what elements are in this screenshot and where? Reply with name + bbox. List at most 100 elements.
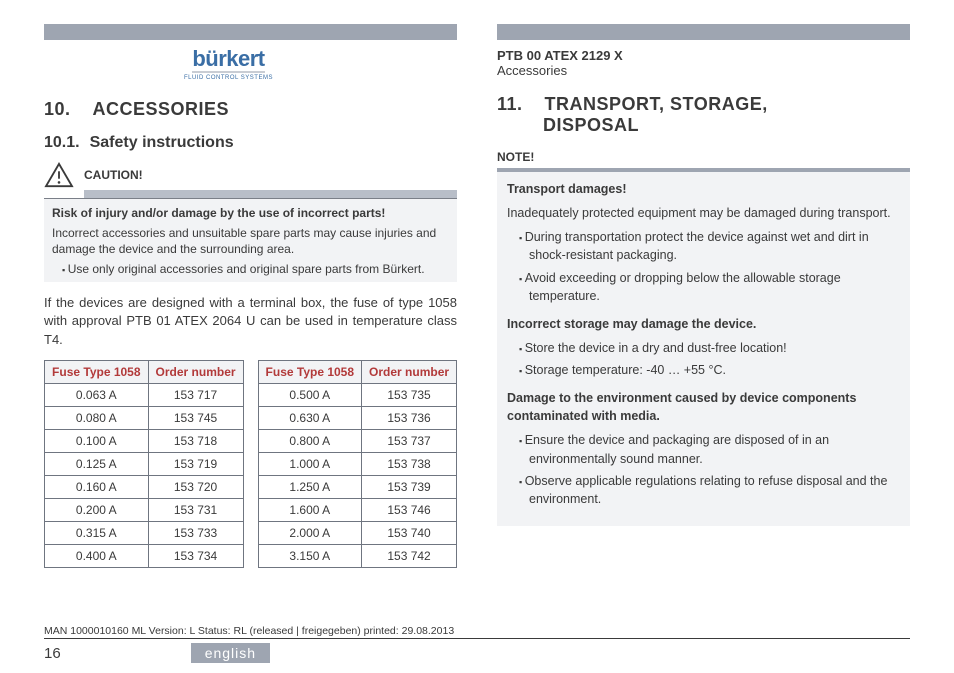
table-row: 0.400 A153 734 <box>45 545 244 568</box>
table-row: 1.250 A153 739 <box>258 476 457 499</box>
table-cell: 153 731 <box>148 499 243 522</box>
left-header-row: bürkert FLUID CONTROL SYSTEMS <box>44 48 457 81</box>
list-item: Observe applicable regulations relating … <box>519 472 900 508</box>
table-cell: 153 717 <box>148 384 243 407</box>
table-cell: 153 737 <box>362 430 457 453</box>
table-cell: 0.160 A <box>45 476 149 499</box>
caution-header: CAUTION! <box>44 162 457 188</box>
storage-title: Incorrect storage may damage the device. <box>507 315 900 333</box>
caution-label: CAUTION! <box>84 168 143 182</box>
brand-tagline: FLUID CONTROL SYSTEMS <box>184 75 273 81</box>
table-row: 1.600 A153 746 <box>258 499 457 522</box>
table-a-header-1: Fuse Type 1058 <box>45 361 149 384</box>
doc-section: Accessories <box>497 63 910 78</box>
table-row: 0.063 A153 717 <box>45 384 244 407</box>
transport-damages-title: Transport damages! <box>507 180 900 198</box>
table-cell: 2.000 A <box>258 522 362 545</box>
list-item: During transportation protect the device… <box>519 228 900 264</box>
section-10-heading: 10. ACCESSORIES <box>44 99 457 120</box>
list-item: Avoid exceeding or dropping below the al… <box>519 269 900 305</box>
fuse-table-a: Fuse Type 1058 Order number 0.063 A153 7… <box>44 360 244 568</box>
table-cell: 153 739 <box>362 476 457 499</box>
section-10-1-heading: 10.1. Safety instructions <box>44 134 457 152</box>
table-cell: 3.150 A <box>258 545 362 568</box>
table-row: 3.150 A153 742 <box>258 545 457 568</box>
page-footer: MAN 1000010160 ML Version: L Status: RL … <box>44 625 910 663</box>
list-item: Store the device in a dry and dust-free … <box>519 339 900 357</box>
left-column: bürkert FLUID CONTROL SYSTEMS 10. ACCESSO… <box>44 24 457 568</box>
environment-title: Damage to the environment caused by devi… <box>507 389 900 425</box>
table-cell: 153 720 <box>148 476 243 499</box>
table-cell: 153 735 <box>362 384 457 407</box>
section-10-1-title: Safety instructions <box>90 134 234 151</box>
doc-id: PTB 00 ATEX 2129 X <box>497 48 910 63</box>
table-row: 0.315 A153 733 <box>45 522 244 545</box>
table-b-header-2: Order number <box>362 361 457 384</box>
section-10-1-number: 10.1. <box>44 134 80 151</box>
caution-item: Use only original accessories and origin… <box>62 262 449 276</box>
table-row: 0.630 A153 736 <box>258 407 457 430</box>
caution-stripe <box>84 190 457 198</box>
table-cell: 0.800 A <box>258 430 362 453</box>
section-11-number: 11. <box>497 94 523 114</box>
warning-icon <box>44 162 74 188</box>
section-10-number: 10. <box>44 99 71 119</box>
table-cell: 0.080 A <box>45 407 149 430</box>
table-row: 1.000 A153 738 <box>258 453 457 476</box>
table-cell: 153 738 <box>362 453 457 476</box>
table-cell: 0.200 A <box>45 499 149 522</box>
brand-name: bürkert <box>192 48 264 73</box>
table-row: 0.100 A153 718 <box>45 430 244 453</box>
section-10-title: ACCESSORIES <box>93 99 230 119</box>
table-cell: 1.600 A <box>258 499 362 522</box>
table-row: 0.080 A153 745 <box>45 407 244 430</box>
table-cell: 1.250 A <box>258 476 362 499</box>
table-cell: 0.125 A <box>45 453 149 476</box>
list-item: Storage temperature: -40 … +55 °C. <box>519 361 900 379</box>
table-cell: 153 734 <box>148 545 243 568</box>
table-row: 0.200 A153 731 <box>45 499 244 522</box>
section-11-title-line1: TRANSPORT, STORAGE, <box>545 94 768 114</box>
footer-meta: MAN 1000010160 ML Version: L Status: RL … <box>44 625 910 639</box>
caution-box: Risk of injury and/or damage by the use … <box>44 198 457 282</box>
table-cell: 153 746 <box>362 499 457 522</box>
table-cell: 0.400 A <box>45 545 149 568</box>
fuse-table-b: Fuse Type 1058 Order number 0.500 A153 7… <box>258 360 458 568</box>
table-cell: 153 740 <box>362 522 457 545</box>
table-cell: 0.315 A <box>45 522 149 545</box>
brand-logo: bürkert FLUID CONTROL SYSTEMS <box>184 48 273 81</box>
table-row: 0.800 A153 737 <box>258 430 457 453</box>
doc-header: PTB 00 ATEX 2129 X Accessories <box>497 48 910 78</box>
table-row: 0.125 A153 719 <box>45 453 244 476</box>
table-cell: 153 736 <box>362 407 457 430</box>
table-a-header-2: Order number <box>148 361 243 384</box>
right-header-bar <box>497 24 910 40</box>
table-cell: 153 742 <box>362 545 457 568</box>
note-label: NOTE! <box>497 150 910 164</box>
table-cell: 153 733 <box>148 522 243 545</box>
table-row: 2.000 A153 740 <box>258 522 457 545</box>
table-cell: 1.000 A <box>258 453 362 476</box>
language-pill: english <box>191 643 270 663</box>
intro-paragraph: If the devices are designed with a termi… <box>44 294 457 351</box>
section-11-heading: 11. TRANSPORT, STORAGE, DISPOSAL <box>497 94 910 136</box>
page-number: 16 <box>44 645 61 662</box>
table-cell: 0.500 A <box>258 384 362 407</box>
transport-damages-body: Inadequately protected equipment may be … <box>507 204 900 222</box>
table-cell: 0.063 A <box>45 384 149 407</box>
table-cell: 153 718 <box>148 430 243 453</box>
section-11-title-line2: DISPOSAL <box>543 115 639 135</box>
table-cell: 0.100 A <box>45 430 149 453</box>
table-row: 0.160 A153 720 <box>45 476 244 499</box>
right-column: PTB 00 ATEX 2129 X Accessories 11. TRANSP… <box>497 24 910 568</box>
caution-title: Risk of injury and/or damage by the use … <box>52 205 449 221</box>
left-header-bar <box>44 24 457 40</box>
note-box: Transport damages! Inadequately protecte… <box>497 172 910 526</box>
table-b-header-1: Fuse Type 1058 <box>258 361 362 384</box>
table-row: 0.500 A153 735 <box>258 384 457 407</box>
list-item: Ensure the device and packaging are disp… <box>519 431 900 467</box>
table-cell: 153 719 <box>148 453 243 476</box>
table-cell: 0.630 A <box>258 407 362 430</box>
fuse-tables: Fuse Type 1058 Order number 0.063 A153 7… <box>44 360 457 568</box>
table-cell: 153 745 <box>148 407 243 430</box>
